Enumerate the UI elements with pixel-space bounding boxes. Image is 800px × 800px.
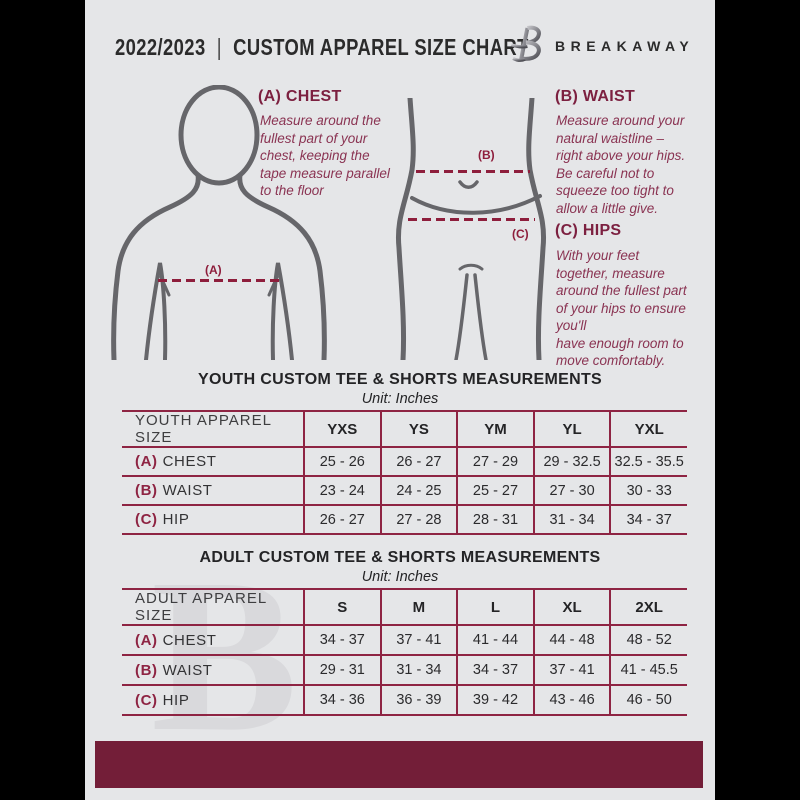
waist-instructions: Measure around your natural waistline – … (556, 113, 686, 216)
cell-value: 26 - 27 (379, 447, 458, 476)
column-header: YXL (609, 411, 687, 447)
adult-unit-label: Unit: Inches (361, 569, 439, 585)
cell-value: 31 - 34 (532, 505, 611, 534)
table-row: (A) CHEST 34 - 37 37 - 41 41 - 44 44 - 48… (122, 625, 687, 655)
cell-value: 34 - 37 (456, 655, 534, 685)
measuring-guide: (A) (B) (C) (A) CHEST Measure around the… (85, 0, 715, 370)
chest-instructions: Measure around the fullest part of your … (260, 113, 390, 199)
row-label: (C) HIP (135, 511, 190, 528)
season-label: 2022/2023 (115, 34, 206, 60)
brand-name: BREAKAWAY (555, 38, 695, 54)
chest-dash-line (158, 279, 280, 282)
youth-section-title: YOUTH CUSTOM TEE & SHORTS MEASUREMENTS (197, 371, 603, 388)
cell-value: 24 - 25 (379, 476, 458, 505)
row-label: (A) CHEST (135, 631, 217, 649)
breakaway-logo-icon (510, 25, 541, 62)
column-header: L (456, 589, 534, 625)
cell-value: 34 - 37 (609, 505, 687, 534)
cell-value: 23 - 24 (303, 476, 381, 505)
table-header-row: YOUTH APPAREL SIZE YXS YS YM YL YXL (122, 411, 687, 447)
cell-value: 46 - 50 (609, 685, 687, 715)
row-prefix: (B) (135, 482, 158, 499)
cell-value: 27 - 30 (532, 476, 611, 505)
table-row: (B) WAIST 23 - 24 24 - 25 25 - 27 27 - 30… (122, 476, 687, 505)
row-prefix: (B) (135, 661, 158, 679)
cell-value: 36 - 39 (379, 685, 458, 715)
cell-value: 29 - 32.5 (532, 447, 611, 476)
column-header: S (303, 589, 381, 625)
cell-value: 41 - 45.5 (609, 655, 687, 685)
page-title: 2022/2023 | CUSTOM APPAREL SIZE CHART (115, 34, 529, 61)
youth-unit-label: Unit: Inches (361, 391, 439, 407)
cell-value: 31 - 34 (379, 655, 458, 685)
waist-heading: (B) WAIST (555, 88, 636, 105)
row-label: (B) WAIST (135, 482, 213, 499)
cell-value: 32.5 - 35.5 (609, 447, 687, 476)
column-header: YL (532, 411, 611, 447)
column-header: YOUTH APPAREL SIZE (135, 412, 272, 446)
table-row: (B) WAIST 29 - 31 31 - 34 34 - 37 37 - 41… (122, 655, 687, 685)
column-header: XL (532, 589, 611, 625)
table-row: (C) HIP 34 - 36 36 - 39 39 - 42 43 - 46 4… (122, 685, 687, 715)
adult-size-table: ADULT APPAREL SIZE S M L XL 2XL (A) CHEST… (122, 588, 687, 716)
row-prefix: (A) (135, 453, 158, 470)
column-header: 2XL (609, 589, 687, 625)
youth-size-table: YOUTH APPAREL SIZE YXS YS YM YL YXL (A) C… (122, 410, 687, 535)
cell-value: 26 - 27 (303, 505, 381, 534)
cell-value: 34 - 37 (303, 625, 381, 655)
hips-dash-line (408, 218, 535, 221)
cell-value: 25 - 26 (303, 447, 381, 476)
hips-heading: (C) HIPS (555, 222, 622, 239)
cell-value: 43 - 46 (532, 685, 611, 715)
table-row: (A) CHEST 25 - 26 26 - 27 27 - 29 29 - 32… (122, 447, 687, 476)
row-label: (A) CHEST (135, 453, 217, 470)
cell-value: 29 - 31 (303, 655, 381, 685)
cell-value: 28 - 31 (456, 505, 534, 534)
row-prefix: (C) (135, 691, 158, 709)
column-header: ADULT APPAREL SIZE (135, 590, 267, 624)
lower-body-diagram (388, 98, 548, 360)
hips-marker-label: (C) (512, 227, 529, 241)
row-prefix: (A) (135, 631, 158, 649)
cell-value: 39 - 42 (456, 685, 534, 715)
cell-value: 27 - 28 (379, 505, 458, 534)
row-prefix: (C) (135, 511, 158, 528)
cell-value: 37 - 41 (532, 655, 611, 685)
row-label: (B) WAIST (135, 661, 213, 679)
footer-accent-bar (95, 741, 703, 788)
title-divider: | (216, 34, 222, 60)
watermark-letter: B (151, 533, 298, 777)
waist-dash-line (416, 170, 530, 173)
chart-title: CUSTOM APPAREL SIZE CHART (233, 34, 529, 60)
cell-value: 37 - 41 (379, 625, 458, 655)
column-header: YXS (303, 411, 381, 447)
column-header: YM (456, 411, 534, 447)
header: 2022/2023 | CUSTOM APPAREL SIZE CHART BREA… (85, 25, 715, 76)
hips-instructions: With your feet together, measure around … (556, 248, 687, 369)
cell-value: 48 - 52 (609, 625, 687, 655)
table-row: (C) HIP 26 - 27 27 - 28 28 - 31 31 - 34 3… (122, 505, 687, 534)
column-header: YS (379, 411, 458, 447)
cell-value: 41 - 44 (456, 625, 534, 655)
adult-section-title: ADULT CUSTOM TEE & SHORTS MEASUREMENTS (199, 549, 601, 566)
column-header: M (379, 589, 458, 625)
table-header-row: ADULT APPAREL SIZE S M L XL 2XL (122, 589, 687, 625)
cell-value: 27 - 29 (456, 447, 534, 476)
chest-heading: (A) CHEST (258, 88, 342, 105)
row-label: (C) HIP (135, 691, 190, 709)
cell-value: 34 - 36 (303, 685, 381, 715)
size-chart-page: 2022/2023 | CUSTOM APPAREL SIZE CHART BREA… (85, 0, 715, 800)
cell-value: 25 - 27 (456, 476, 534, 505)
waist-marker-label: (B) (478, 148, 495, 162)
cell-value: 44 - 48 (532, 625, 611, 655)
chest-marker-label: (A) (205, 263, 222, 277)
cell-value: 30 - 33 (609, 476, 687, 505)
